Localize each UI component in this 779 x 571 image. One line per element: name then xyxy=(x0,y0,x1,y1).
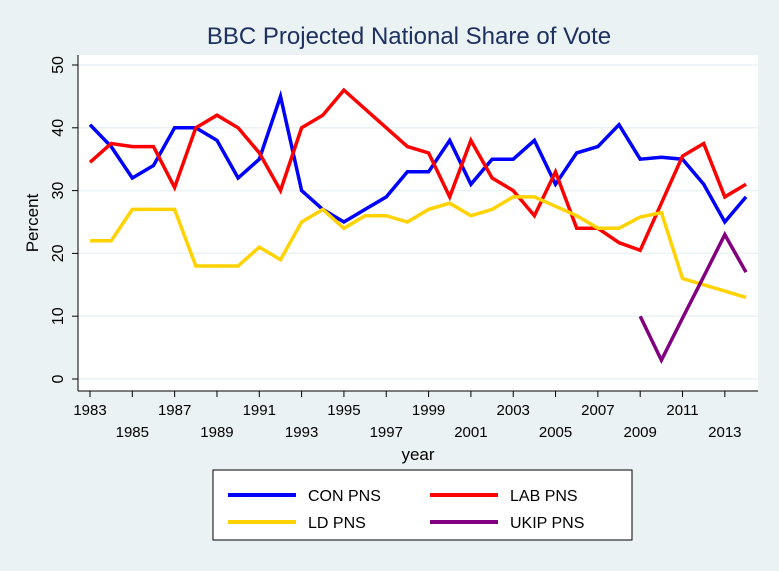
x-tick-label: 1999 xyxy=(412,402,445,419)
x-tick-label: 2009 xyxy=(624,424,657,441)
x-tick-label: 2007 xyxy=(581,402,614,419)
x-tick-label: 2001 xyxy=(454,424,487,441)
x-tick-label: 1985 xyxy=(116,424,149,441)
x-tick-label: 2003 xyxy=(497,402,530,419)
legend-label: LD PNS xyxy=(308,515,366,532)
x-axis-label: year xyxy=(401,445,434,464)
x-tick-label: 2011 xyxy=(666,402,698,419)
chart-title: BBC Projected National Share of Vote xyxy=(207,23,611,50)
x-tick-label: 2013 xyxy=(708,424,741,441)
series-line-con-pns xyxy=(88,89,748,226)
y-tick-label: 10 xyxy=(50,307,67,325)
series-line-ukip-pns xyxy=(638,230,748,365)
legend-label: UKIP PNS xyxy=(510,515,584,532)
y-tick-label: 40 xyxy=(50,119,67,137)
x-tick-label: 1997 xyxy=(370,424,403,441)
x-tick-label: 1987 xyxy=(158,402,191,419)
x-tick-label: 2005 xyxy=(539,424,572,441)
y-tick-label: 50 xyxy=(50,56,67,74)
y-tick-label: 20 xyxy=(50,244,67,262)
x-tick-label: 1991 xyxy=(243,402,276,419)
x-tick-label: 1983 xyxy=(73,402,106,419)
x-tick-label: 1989 xyxy=(200,424,233,441)
y-tick-label: 30 xyxy=(50,182,67,200)
legend-label: CON PNS xyxy=(308,488,381,505)
y-axis-label: Percent xyxy=(23,193,42,252)
plot-background xyxy=(78,55,758,391)
legend-label: LAB PNS xyxy=(510,488,578,505)
x-tick-label: 1993 xyxy=(285,424,318,441)
series-line-ld-pns xyxy=(90,195,747,300)
legend-box xyxy=(212,469,633,541)
y-tick-label: 0 xyxy=(50,374,67,383)
x-tick-label: 1995 xyxy=(327,402,360,419)
series-line-lab-pns xyxy=(88,87,747,253)
